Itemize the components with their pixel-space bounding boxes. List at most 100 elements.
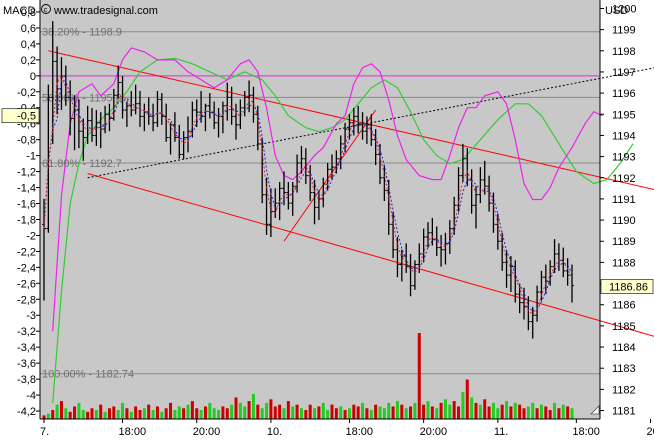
left-tick-label: -1,6	[17, 199, 36, 211]
volume-bar	[99, 404, 103, 419]
volume-bar	[68, 411, 72, 419]
volume-bar	[269, 399, 273, 419]
price-bar	[369, 114, 374, 147]
left-tick-label: 0	[30, 71, 36, 83]
volume-bar	[217, 410, 221, 419]
price-bar	[46, 84, 51, 233]
price-bars	[42, 21, 574, 339]
price-bar	[220, 101, 225, 134]
price-bar	[460, 143, 465, 182]
volume-bar	[361, 402, 365, 419]
volume-bar	[426, 401, 430, 419]
volume-bar	[422, 404, 426, 419]
price-bar	[347, 114, 352, 140]
left-axis: 0,80,60,40,20-0,2-0,4-0,6-0,8-1-1,2-1,4-…	[1, 0, 41, 419]
price-bar	[530, 306, 535, 339]
volume-bar	[46, 413, 50, 419]
volume-bar	[94, 410, 98, 419]
volume-bar	[103, 411, 107, 419]
price-bar	[500, 232, 505, 271]
price-bar	[111, 88, 116, 121]
right-tick-label: 1186	[612, 300, 636, 312]
volume-bar	[417, 333, 421, 419]
volume-bar	[553, 402, 557, 419]
volume-bar	[81, 410, 85, 419]
volume-bar	[182, 408, 186, 419]
volume-bar	[561, 404, 565, 419]
price-bar	[565, 258, 570, 286]
volume-bar	[169, 402, 173, 419]
volume-bar	[457, 406, 461, 419]
fib-level-label: 61.80% - 1192.7	[42, 158, 122, 170]
price-bar	[268, 188, 273, 238]
volume-bar	[522, 408, 526, 419]
left-tick-label: -1,2	[17, 167, 36, 179]
price-bar	[452, 196, 457, 235]
volume-bar	[134, 406, 138, 419]
volume-bar	[230, 404, 234, 419]
volume-bar	[286, 401, 290, 419]
right-tick-label: 1197	[612, 67, 636, 79]
left-tick-label: -1,8	[17, 214, 36, 226]
volume-bar	[570, 408, 574, 419]
left-tick-label: -0,8	[17, 135, 36, 147]
volume-bar	[208, 402, 212, 419]
volume-bar	[500, 404, 504, 419]
price-bar	[412, 260, 417, 290]
copyright-icon: c	[41, 4, 51, 14]
watermark-text[interactable]: www.tradesignal.com	[53, 5, 158, 17]
price-bar	[129, 90, 134, 117]
macd-marker-box	[1, 108, 40, 124]
price-bar	[234, 103, 238, 140]
volume-bar	[365, 408, 369, 419]
left-tick-label: -1	[26, 151, 36, 163]
price-bar	[277, 181, 282, 221]
volume-bar	[352, 404, 356, 419]
volume-bar	[474, 402, 478, 419]
price-bar	[225, 82, 230, 121]
plot-area	[40, 0, 600, 419]
x-tick-label: 20:00	[420, 426, 448, 438]
volume-bar	[190, 401, 194, 419]
price-bar	[186, 116, 190, 153]
price-bar	[373, 129, 378, 166]
x-tick-label: 10.	[267, 426, 282, 438]
volume-bar	[199, 410, 203, 419]
volume-bar	[203, 406, 207, 419]
volume-bar	[518, 404, 522, 419]
price-bar	[478, 167, 483, 204]
price-bar	[303, 148, 308, 185]
volume-bar	[260, 408, 264, 419]
volume-bar	[304, 410, 308, 419]
volume-bar	[238, 402, 242, 419]
volume-bar	[55, 404, 59, 419]
right-tick-label: 1199	[612, 25, 636, 37]
price-bar	[63, 65, 68, 106]
volume-bar	[308, 404, 312, 419]
volume-bar	[334, 408, 338, 419]
volume-bar	[155, 406, 159, 419]
left-tick-label: -1,4	[17, 183, 36, 195]
volume-bar	[138, 410, 142, 419]
dotted-trend-line	[87, 67, 654, 179]
price-bar	[168, 122, 173, 155]
volume-bar	[212, 408, 216, 419]
right-tick-label: 1200	[612, 3, 636, 15]
right-tick-label: 1188	[612, 257, 636, 269]
price-bar	[495, 213, 500, 250]
price-bar	[430, 217, 435, 246]
left-tick-label: -2,2	[17, 246, 36, 258]
x-tick-label: 20:00	[193, 426, 221, 438]
volume-bar	[247, 401, 251, 419]
price-bar	[94, 110, 99, 147]
left-tick-label: 0,2	[21, 55, 36, 67]
price-bar	[443, 232, 448, 265]
price-bar	[312, 179, 317, 225]
volume-bar	[339, 406, 343, 419]
volume-bar	[443, 399, 447, 419]
x-tick-label: 20:00	[647, 426, 654, 438]
right-tick-label: 1195	[612, 109, 636, 121]
resize-grip-icon[interactable]	[590, 405, 600, 415]
left-tick-label: -2,8	[17, 294, 36, 306]
